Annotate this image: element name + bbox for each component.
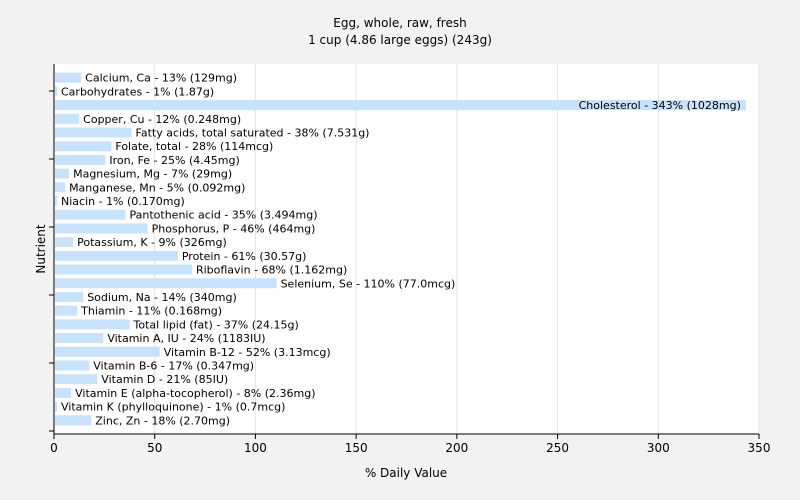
bar-label: Zinc, Zn - 18% (2.70mg) (95, 414, 230, 427)
bar (55, 278, 277, 289)
x-tick-label: 100 (244, 441, 267, 455)
bar-label: Manganese, Mn - 5% (0.092mg) (69, 181, 245, 194)
bar (55, 100, 746, 111)
plot-area (54, 64, 759, 434)
bar (55, 223, 148, 234)
chart-title: Egg, whole, raw, fresh (333, 16, 466, 30)
bar-label: Sodium, Na - 14% (340mg) (87, 291, 237, 304)
bar (55, 209, 126, 220)
bar-label: Phosphorus, P - 46% (464mg) (152, 222, 316, 235)
bar (55, 182, 66, 193)
bar (55, 415, 92, 426)
bar (55, 333, 104, 344)
x-axis-label: % Daily Value (365, 466, 447, 480)
bar-label: Potassium, K - 9% (326mg) (77, 236, 227, 249)
bar (55, 346, 160, 357)
bar-label: Total lipid (fat) - 37% (24.15g) (133, 318, 299, 331)
bar (55, 237, 74, 248)
bar (55, 113, 80, 124)
bar-label: Pantothenic acid - 35% (3.494mg) (130, 209, 318, 222)
bar-labels-group: Calcium, Ca - 13% (129mg)Carbohydrates -… (61, 72, 741, 428)
bar-label: Iron, Fe - 25% (4.45mg) (109, 154, 239, 167)
gridlines (154, 64, 760, 434)
bar (55, 305, 78, 316)
x-tick-label: 350 (748, 441, 771, 455)
bar-label: Vitamin A, IU - 24% (1183IU) (107, 332, 265, 345)
bars-group (55, 72, 746, 426)
bar-label: Folate, total - 28% (114mcg) (115, 140, 273, 153)
bar (55, 360, 90, 371)
bar-label: Fatty acids, total saturated - 38% (7.53… (136, 127, 370, 140)
bar-label: Vitamin K (phylloquinone) - 1% (0.7mcg) (61, 401, 285, 414)
y-axis-label: Nutrient (34, 224, 48, 274)
bar-label: Selenium, Se - 110% (77.0mcg) (281, 277, 456, 290)
bar (55, 387, 72, 398)
bar-label: Cholesterol - 343% (1028mg) (579, 99, 741, 112)
bar-label: Vitamin B-6 - 17% (0.347mg) (93, 359, 254, 372)
x-tick-label: 0 (50, 441, 58, 455)
chart-subtitle: 1 cup (4.86 large eggs) (243g) (308, 33, 492, 47)
bar-label: Vitamin D - 21% (85IU) (101, 373, 228, 386)
x-tick-label: 250 (546, 441, 569, 455)
bar (55, 319, 130, 330)
bar (55, 401, 58, 412)
bar (55, 168, 70, 179)
bar-label: Carbohydrates - 1% (1.87g) (61, 85, 214, 98)
x-tick-label: 200 (445, 441, 468, 455)
bar (55, 141, 112, 152)
bar (55, 264, 192, 275)
bar-label: Copper, Cu - 12% (0.248mg) (83, 113, 241, 126)
bar-label: Riboflavin - 68% (1.162mg) (196, 264, 347, 277)
y-axis-ticks (49, 90, 54, 432)
bar (55, 127, 132, 138)
bar-label: Magnesium, Mg - 7% (29mg) (73, 168, 232, 181)
bar-label: Vitamin E (alpha-tocopherol) - 8% (2.36m… (75, 387, 315, 400)
bar (55, 196, 58, 207)
bar (55, 291, 84, 302)
bar-label: Niacin - 1% (0.170mg) (61, 195, 185, 208)
bar (55, 154, 106, 165)
bar (55, 72, 82, 83)
x-axis-ticks: 0 50 100 150 200 250 300 350 (50, 434, 770, 455)
x-tick-label: 150 (345, 441, 368, 455)
x-tick-label: 50 (147, 441, 162, 455)
x-tick-label: 300 (647, 441, 670, 455)
bar (55, 374, 98, 385)
bar (55, 250, 178, 261)
bar-label: Thiamin - 11% (0.168mg) (80, 305, 222, 318)
bar-label: Vitamin B-12 - 52% (3.13mcg) (164, 346, 331, 359)
bar (55, 86, 58, 97)
bar-label: Calcium, Ca - 13% (129mg) (85, 72, 237, 85)
bar-label: Protein - 61% (30.57g) (182, 250, 307, 263)
